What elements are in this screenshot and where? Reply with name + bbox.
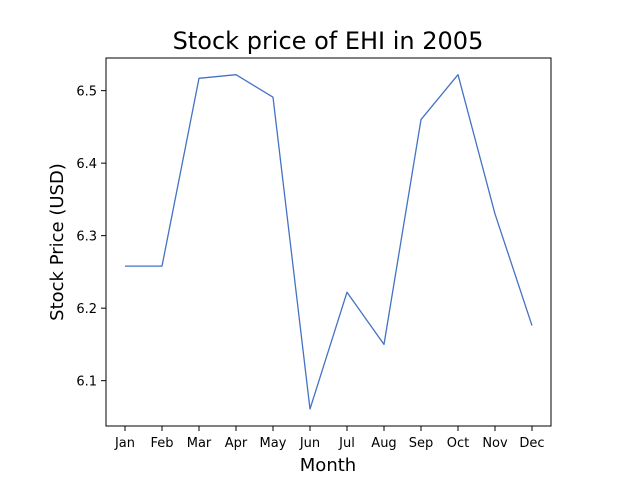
y-tick-label: 6.3 [76,230,97,245]
y-tick-label: 6.4 [76,157,97,172]
x-tick-label: Nov [482,436,508,451]
x-tick-label: Apr [225,436,248,451]
chart-title: Stock price of EHI in 2005 [173,27,484,55]
y-tick-label: 6.1 [76,375,97,390]
x-tick-label: Jan [114,436,135,451]
x-tick-label: Feb [150,436,173,451]
x-tick-label: Dec [519,436,544,451]
y-axis: 6.1 6.2 6.3 6.4 6.5 [76,85,106,390]
series-line-ehi [125,74,533,410]
x-axis: Jan Feb Mar Apr May Jun Jul Aug Sep Oct Nov Dec [114,426,545,451]
y-axis-label: Stock Price (USD) [47,163,68,321]
y-tick-label: 6.2 [76,302,97,317]
x-tick-label: Mar [187,436,212,451]
x-tick-label: Jun [299,436,320,451]
x-tick-label: May [260,436,287,451]
plot-frame [105,57,552,427]
x-tick-label: Jul [338,436,355,451]
x-tick-label: Aug [371,436,396,451]
x-axis-label: Month [300,455,356,476]
x-tick-label: Oct [447,436,469,451]
x-tick-label: Sep [409,436,434,451]
y-tick-label: 6.5 [76,85,97,100]
